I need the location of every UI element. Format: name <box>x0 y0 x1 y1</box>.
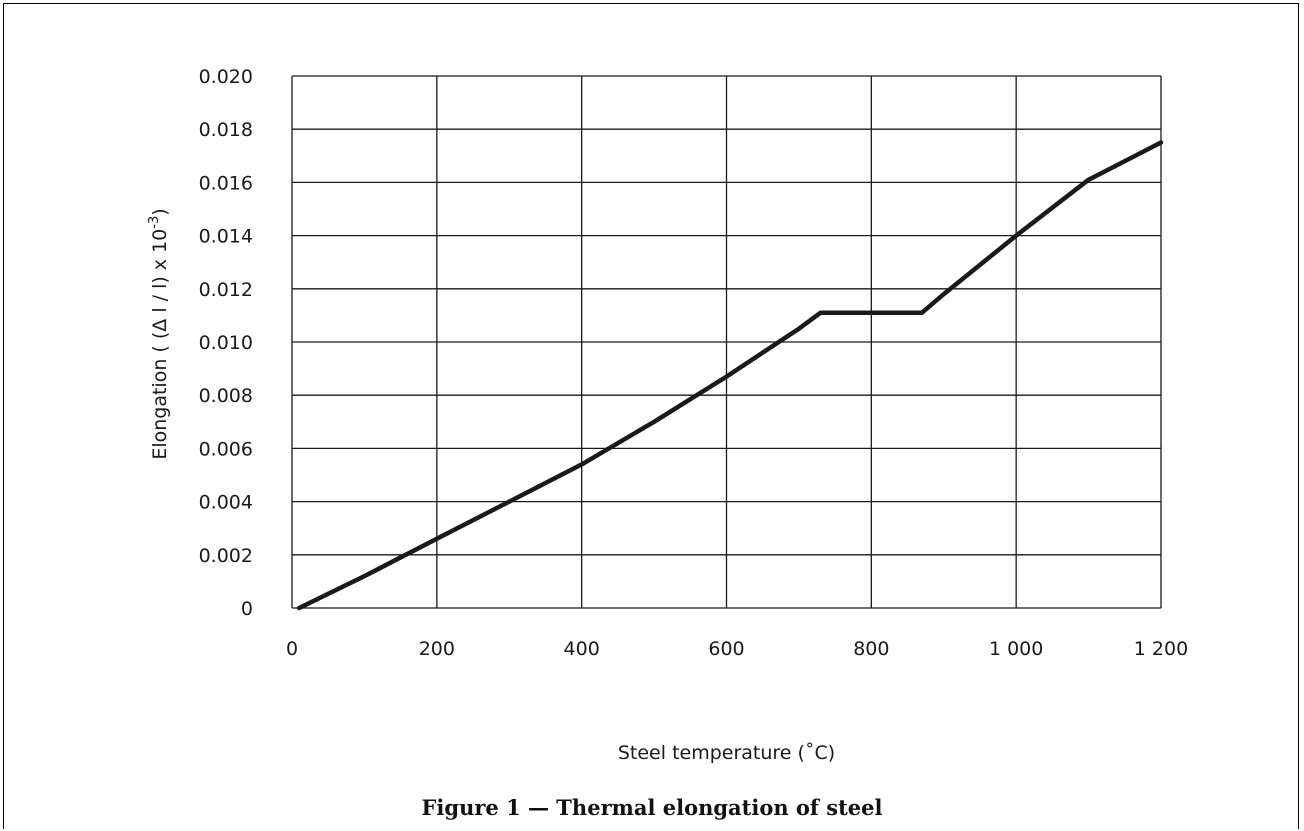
x-tick-label: 800 <box>853 638 889 660</box>
x-tick-label: 0 <box>286 638 298 660</box>
y-tick-label: 0.014 <box>199 226 253 248</box>
x-tick-labels: 0 200 400 600 800 1 000 1 200 <box>286 638 1188 660</box>
grid <box>292 76 1161 608</box>
series-layer <box>299 143 1161 609</box>
y-tick-label: 0.012 <box>199 279 253 301</box>
y-tick-label: 0.004 <box>199 492 253 514</box>
series-line-0 <box>299 143 1161 609</box>
y-tick-label: 0.018 <box>199 119 253 141</box>
y-axis-label: Elongation ( (Δ l / l) x 10-3) <box>147 208 171 459</box>
x-tick-label: 200 <box>419 638 455 660</box>
y-tick-labels: 0 0.002 0.004 0.006 0.008 0.010 0.012 0.014 0.01… <box>199 66 253 620</box>
x-axis-label: Steel temperature (˚C) <box>618 742 835 764</box>
x-tick-label: 600 <box>708 638 744 660</box>
y-tick-label: 0.002 <box>199 545 253 567</box>
figure-caption: Figure 1 — Thermal elongation of steel <box>0 795 1304 820</box>
y-axis-label-end: ) <box>149 208 171 215</box>
y-tick-label: 0.016 <box>199 172 253 194</box>
y-tick-label: 0 <box>241 598 253 620</box>
y-tick-label: 0.008 <box>199 385 253 407</box>
y-tick-label: 0.010 <box>199 332 253 354</box>
y-axis-label-sup: -3 <box>147 216 162 229</box>
x-tick-label: 1 200 <box>1134 638 1188 660</box>
y-axis-label-main: Elongation ( (Δ l / l) x 10 <box>149 229 171 460</box>
y-tick-label: 0.020 <box>199 66 253 88</box>
x-tick-label: 1 000 <box>989 638 1043 660</box>
x-tick-label: 400 <box>564 638 600 660</box>
y-tick-label: 0.006 <box>199 438 253 460</box>
